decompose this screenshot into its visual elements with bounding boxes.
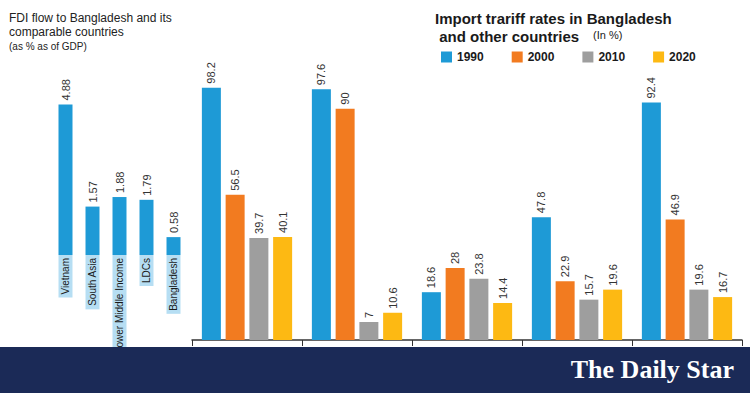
svg-text:(as % as of GDP): (as % as of GDP) <box>9 41 87 52</box>
svg-text:22.9: 22.9 <box>559 256 571 277</box>
svg-text:2000: 2000 <box>528 50 555 64</box>
svg-text:10.6: 10.6 <box>387 287 399 308</box>
svg-text:28: 28 <box>449 252 461 264</box>
svg-text:40.1: 40.1 <box>277 212 289 233</box>
svg-text:1.88: 1.88 <box>114 172 126 193</box>
svg-text:47.8: 47.8 <box>535 192 547 213</box>
svg-text:19.6: 19.6 <box>607 264 619 285</box>
svg-text:1.57: 1.57 <box>87 181 99 202</box>
svg-text:0.58: 0.58 <box>168 212 180 233</box>
svg-text:Lower Middle Income: Lower Middle Income <box>114 258 125 353</box>
svg-text:39.7: 39.7 <box>253 213 265 234</box>
svg-text:FDI flow to Bangladesh and its: FDI flow to Bangladesh and its <box>9 11 175 25</box>
svg-text:98.2: 98.2 <box>205 62 217 83</box>
svg-text:7: 7 <box>363 312 375 318</box>
svg-text:15.7: 15.7 <box>583 274 595 295</box>
svg-text:4.88: 4.88 <box>60 79 72 100</box>
svg-text:1.79: 1.79 <box>141 174 153 195</box>
svg-text:2020: 2020 <box>669 50 696 64</box>
svg-text:14.4: 14.4 <box>497 278 509 299</box>
svg-text:46.9: 46.9 <box>669 194 681 215</box>
svg-text:comparable countries: comparable countries <box>9 25 124 39</box>
svg-text:92.4: 92.4 <box>645 77 657 98</box>
svg-text:2010: 2010 <box>598 50 625 64</box>
svg-text:Bangladesh: Bangladesh <box>168 258 179 311</box>
svg-text:16.7: 16.7 <box>717 272 729 293</box>
svg-text:(In %): (In %) <box>593 29 622 41</box>
svg-text:18.6: 18.6 <box>425 267 437 288</box>
svg-text:Vietnam: Vietnam <box>60 258 71 295</box>
svg-text:South Asia: South Asia <box>87 258 98 306</box>
svg-text:LDCs: LDCs <box>141 258 152 283</box>
svg-text:56.5: 56.5 <box>229 169 241 190</box>
svg-text:and other countries: and other countries <box>435 28 579 45</box>
html-text:The Daily Star: The Daily Star <box>570 355 734 384</box>
svg-text:19.6: 19.6 <box>693 264 705 285</box>
svg-text:Import trariff rates in Bangla: Import trariff rates in Bangladesh <box>435 10 672 27</box>
svg-text:1990: 1990 <box>457 50 484 64</box>
svg-text:23.8: 23.8 <box>473 253 485 274</box>
svg-text:90: 90 <box>339 92 351 104</box>
svg-text:97.6: 97.6 <box>315 64 327 85</box>
